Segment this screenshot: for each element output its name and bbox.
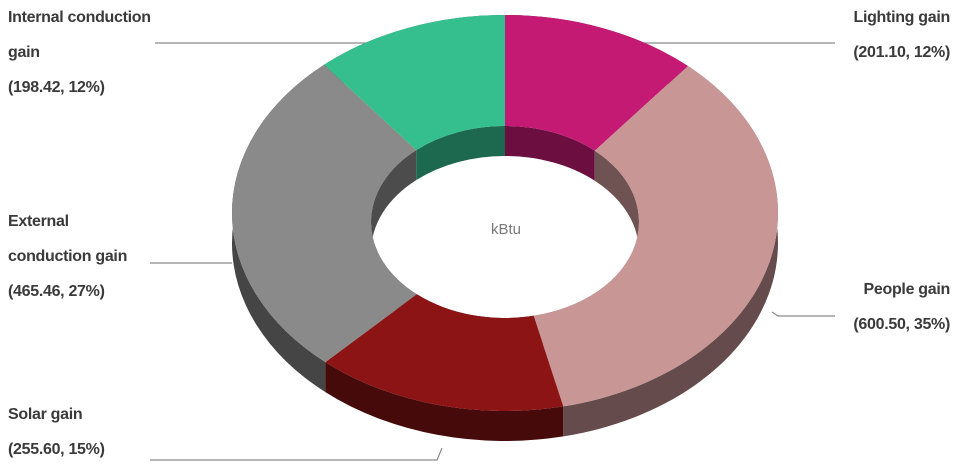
leader-line [150, 447, 443, 461]
slice [231, 64, 417, 363]
slice-value-label: (465.46, 27%) [8, 283, 105, 300]
slice [324, 15, 505, 151]
slice-inner-wall [416, 126, 505, 181]
slice [505, 15, 688, 151]
slice-label: Solar gain (255.60, 15%) [8, 397, 208, 467]
slice-value-label: (255.60, 15%) [8, 441, 105, 458]
center-label: kBtu [491, 221, 521, 238]
slice [325, 294, 564, 411]
slice-inner-wall [505, 126, 595, 181]
slice-value-label: (600.50, 35%) [853, 316, 950, 333]
slice-name: People gain [863, 281, 951, 298]
slice-name: Lighting gain [853, 9, 950, 26]
slice-name: Internal conduction gain [8, 9, 151, 61]
leader-line [771, 311, 835, 317]
slice [533, 66, 778, 407]
slice-value-label: (201.10, 12%) [853, 44, 950, 61]
slice-label: External conduction gain (465.46, 27%) [8, 204, 153, 309]
slice-name: External conduction gain [8, 213, 128, 265]
slice-name: Solar gain [8, 406, 83, 423]
slice-value-label: (198.42, 12%) [8, 79, 105, 96]
slice-outer-wall [325, 362, 564, 442]
slice-label: Internal conduction gain (198.42, 12%) [8, 0, 153, 105]
slice-outer-wall [563, 66, 779, 437]
slice-label: People gain (600.50, 35%) [750, 272, 950, 342]
slice-label: Lighting gain (201.10, 12%) [750, 0, 950, 70]
slices [231, 15, 778, 411]
